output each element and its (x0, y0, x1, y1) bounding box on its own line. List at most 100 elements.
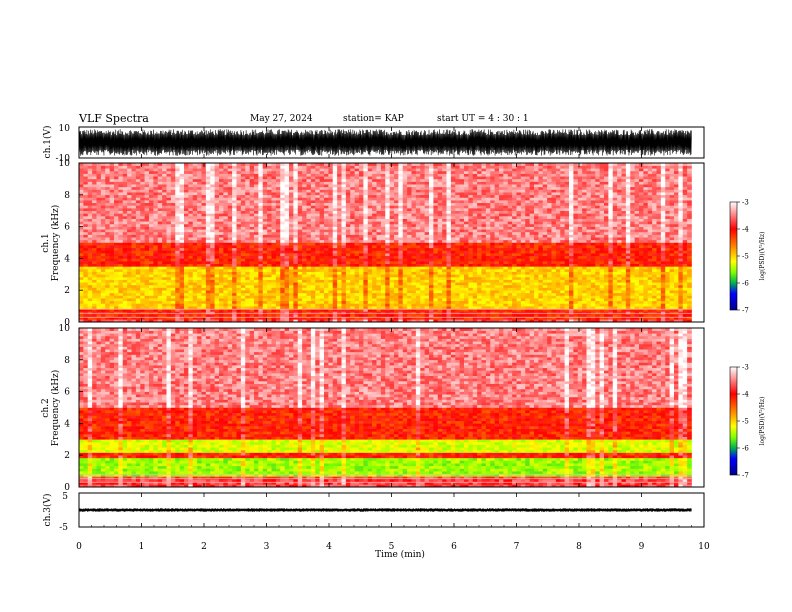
spectrogram-cell (179, 216, 185, 219)
spectrogram-cell (398, 279, 404, 283)
spectrogram-cell (79, 210, 84, 214)
spectrogram-cell (376, 184, 382, 188)
spectrogram-cell (92, 181, 97, 185)
spectrogram-cell (337, 200, 342, 204)
spectrogram-cell (214, 168, 220, 172)
spectrogram-cell (332, 173, 338, 177)
spectrogram-cell (157, 197, 163, 201)
spectrogram-cell (262, 229, 268, 233)
spectrogram-cell (319, 186, 325, 190)
spectrogram-cell (302, 255, 307, 259)
spectrogram-cell (197, 210, 202, 214)
spectrogram-cell (249, 303, 255, 307)
spectrogram-cell (157, 231, 163, 235)
spectrogram-cell (319, 189, 325, 193)
spectrogram-cell (302, 163, 307, 166)
spectrogram-cell (284, 237, 290, 241)
spectrogram-cell (284, 282, 290, 286)
spectrogram-cell (429, 208, 434, 211)
spectrogram-cell (319, 226, 325, 230)
spectrogram-cell (297, 292, 303, 296)
spectrogram-cell (205, 213, 211, 217)
spectrogram-cell (149, 170, 154, 174)
spectrogram-cell (197, 181, 202, 185)
spectrogram-cell (249, 279, 255, 283)
spectrogram-cell (271, 258, 277, 262)
spectrogram-cell (372, 213, 377, 217)
spectrogram-cell (223, 284, 229, 288)
spectrogram-cell (328, 245, 334, 249)
spectrogram-cell (219, 314, 224, 317)
spectrogram-cell (433, 287, 439, 291)
spectrogram-cell (415, 319, 421, 323)
spectrogram-cell (153, 255, 159, 259)
spectrogram-cell (166, 266, 172, 270)
spectrogram-cell (363, 295, 369, 299)
spectrogram-cell (424, 226, 430, 230)
spectrogram-cell (398, 176, 404, 180)
spectrogram-cell (363, 253, 369, 257)
spectrogram-cell (205, 276, 211, 280)
spectrogram-cell (201, 242, 207, 246)
spectrogram-cell (140, 300, 145, 304)
spectrogram-cell (184, 319, 189, 323)
spectrogram-cell (249, 306, 255, 310)
spectrogram-cell (122, 208, 128, 211)
spectrogram-cell (245, 231, 250, 235)
spectrogram-cell (153, 208, 159, 211)
spectrogram-cell (341, 226, 347, 230)
spectrogram-cell (345, 216, 351, 219)
spectrogram-cell (275, 261, 281, 264)
spectrogram-cell (389, 303, 395, 307)
spectrogram-cell (341, 202, 347, 206)
spectrogram-cell (249, 221, 255, 225)
spectrogram-cell (262, 189, 268, 193)
spectrogram-cell (363, 300, 369, 304)
spectrogram-cell (105, 213, 110, 217)
spectrogram-cell (214, 253, 220, 257)
spectrogram-cell (232, 239, 237, 243)
spectrogram-cell (284, 255, 290, 259)
spectrogram-cell (144, 263, 150, 267)
spectrogram-cell (162, 292, 167, 296)
spectrogram-cell (293, 319, 299, 323)
spectrogram-cell (284, 184, 290, 188)
spectrogram-cell (92, 290, 97, 294)
spectrogram-cell (258, 284, 264, 288)
spectrogram-cell (127, 165, 132, 169)
spectrogram-cell (223, 200, 229, 204)
spectrogram-cell (394, 306, 399, 310)
spectrogram-cell (394, 165, 399, 169)
spectrogram-cell (131, 263, 137, 267)
spectrogram-cell (157, 314, 163, 317)
spectrogram-cell (293, 165, 299, 169)
spectrogram-cell (267, 303, 272, 307)
spectrogram-cell (118, 208, 124, 211)
spectrogram-cell (310, 255, 316, 259)
spectrogram-cell (267, 168, 272, 172)
spectrogram-cell (223, 181, 229, 185)
spectrogram-cell (354, 290, 360, 294)
spectrogram-cell (437, 210, 443, 214)
spectrogram-cell (118, 271, 124, 275)
spectrogram-cell (345, 295, 351, 299)
spectrogram-cell (429, 181, 434, 185)
spectrogram-cell (92, 314, 97, 317)
spectrogram-cell (402, 279, 408, 283)
spectrogram-cell (245, 208, 250, 211)
spectrogram-cell (363, 311, 369, 315)
spectrogram-cell (127, 300, 132, 304)
spectrogram-cell (267, 271, 272, 275)
spectrogram-cell (289, 269, 294, 272)
spectrogram-cell (214, 189, 220, 193)
spectrogram-cell (170, 192, 176, 196)
spectrogram-cell (157, 226, 163, 230)
spectrogram-cell (328, 223, 334, 227)
spectrogram-cell (127, 189, 132, 193)
spectrogram-cell (284, 274, 290, 278)
spectrogram-cell (179, 316, 185, 320)
spectrogram-cell (315, 176, 320, 180)
spectrogram-cell (122, 200, 128, 204)
spectrogram-cell (127, 168, 132, 172)
spectrogram-cell (249, 271, 255, 275)
